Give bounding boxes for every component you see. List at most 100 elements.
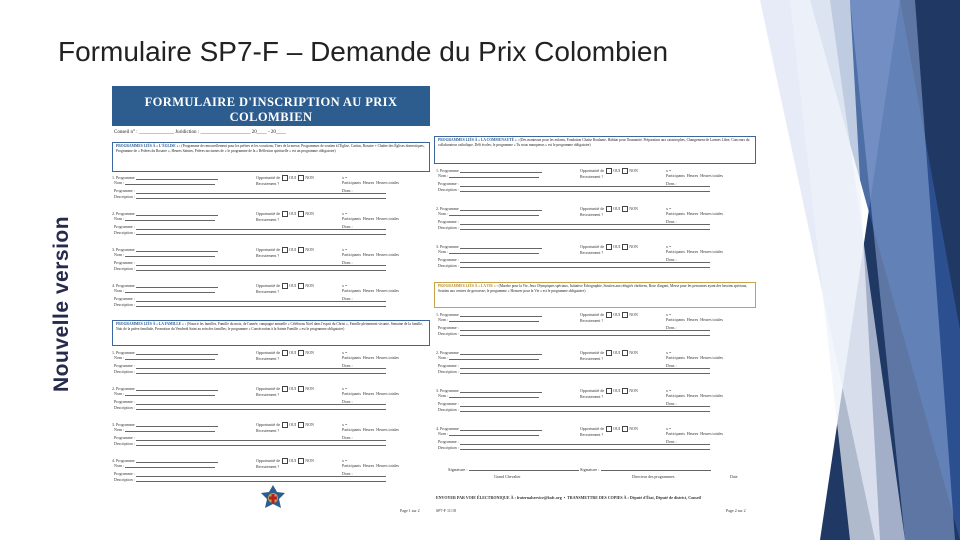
description-input[interactable]: [459, 331, 710, 336]
oui-checkbox[interactable]: [606, 388, 613, 395]
programme-input[interactable]: [459, 426, 542, 432]
nom-input[interactable]: [449, 249, 540, 255]
programme-input[interactable]: [135, 175, 218, 181]
programme2-input[interactable]: [135, 364, 386, 369]
description-input[interactable]: [135, 441, 386, 446]
oui-checkbox[interactable]: [606, 244, 613, 251]
description-input[interactable]: [459, 407, 710, 412]
non-checkbox[interactable]: [298, 247, 305, 254]
programme2-input[interactable]: [135, 400, 386, 405]
nom-input[interactable]: [449, 355, 540, 361]
non-checkbox[interactable]: [298, 422, 305, 429]
entry-programme2-label: Programme :: [114, 260, 135, 266]
programme-input[interactable]: [135, 458, 218, 464]
oui-checkbox[interactable]: [282, 386, 289, 393]
programme2-input[interactable]: [459, 326, 710, 331]
programme-input[interactable]: [459, 244, 542, 250]
programme2-input[interactable]: [135, 261, 386, 266]
nom-input[interactable]: [125, 463, 216, 469]
non-checkbox[interactable]: [622, 206, 629, 213]
oui-checkbox[interactable]: [282, 247, 289, 254]
programme-input[interactable]: [135, 283, 218, 289]
description-input[interactable]: [135, 230, 386, 235]
non-checkbox[interactable]: [298, 175, 305, 182]
nom-input[interactable]: [449, 173, 540, 179]
oui-checkbox[interactable]: [282, 175, 289, 182]
oui-checkbox[interactable]: [282, 283, 289, 290]
oui-checkbox[interactable]: [282, 422, 289, 429]
oui-checkbox[interactable]: [606, 426, 613, 433]
programme2-input[interactable]: [459, 364, 710, 369]
recruitment-question: Opportunité de OUI NON Recrutement ?: [580, 206, 638, 217]
programme-input[interactable]: [459, 350, 542, 356]
oui-label: OUI: [289, 247, 297, 252]
programme-input[interactable]: [135, 422, 218, 428]
entry-description-label: Description :: [438, 186, 459, 192]
programme-input[interactable]: [135, 247, 218, 253]
oui-checkbox[interactable]: [282, 211, 289, 218]
non-checkbox[interactable]: [622, 168, 629, 175]
entry-number: 1.: [112, 350, 115, 355]
entry-nom-label: Nom :: [114, 427, 125, 433]
non-checkbox[interactable]: [298, 386, 305, 393]
nom-input[interactable]: [125, 391, 216, 397]
nom-input[interactable]: [449, 393, 540, 399]
programme2-input[interactable]: [459, 402, 710, 407]
nom-input[interactable]: [125, 180, 216, 186]
nom-input[interactable]: [125, 216, 216, 222]
description-input[interactable]: [459, 263, 710, 268]
nom-input[interactable]: [125, 355, 216, 361]
programme2-input[interactable]: [135, 436, 386, 441]
oui-checkbox[interactable]: [606, 206, 613, 213]
nom-input[interactable]: [449, 211, 540, 217]
non-checkbox[interactable]: [298, 283, 305, 290]
oui-checkbox[interactable]: [606, 168, 613, 175]
description-input[interactable]: [459, 369, 710, 374]
non-checkbox[interactable]: [298, 211, 305, 218]
programme2-input[interactable]: [459, 220, 710, 225]
opportunite-label: Opportunité de: [580, 168, 605, 173]
programme2-input[interactable]: [135, 472, 386, 477]
participants-label: Participants: [666, 249, 685, 255]
programme-input[interactable]: [135, 350, 218, 356]
programme2-input[interactable]: [459, 182, 710, 187]
non-checkbox[interactable]: [298, 458, 305, 465]
nom-input[interactable]: [125, 288, 216, 294]
nom-input[interactable]: [449, 317, 540, 323]
oui-checkbox[interactable]: [606, 312, 613, 319]
description-input[interactable]: [459, 187, 710, 192]
oui-checkbox[interactable]: [606, 350, 613, 357]
programme-input[interactable]: [135, 386, 218, 392]
programme2-input[interactable]: [459, 440, 710, 445]
programme-input[interactable]: [135, 211, 218, 217]
nom-input[interactable]: [125, 252, 216, 258]
nom-input[interactable]: [125, 427, 216, 433]
nom-input[interactable]: [449, 431, 540, 437]
non-checkbox[interactable]: [622, 244, 629, 251]
non-checkbox[interactable]: [298, 350, 305, 357]
programme2-input[interactable]: [135, 297, 386, 302]
programme-input[interactable]: [459, 388, 542, 394]
non-checkbox[interactable]: [622, 312, 629, 319]
non-checkbox[interactable]: [622, 426, 629, 433]
oui-checkbox[interactable]: [282, 458, 289, 465]
non-checkbox[interactable]: [622, 350, 629, 357]
description-input[interactable]: [135, 477, 386, 482]
description-input[interactable]: [135, 369, 386, 374]
programme-input[interactable]: [459, 168, 542, 174]
programme2-input[interactable]: [459, 258, 710, 263]
entry-nom-label: Nom :: [114, 216, 125, 222]
programme-input[interactable]: [459, 206, 542, 212]
programme-input[interactable]: [459, 312, 542, 318]
description-input[interactable]: [135, 266, 386, 271]
programme2-input[interactable]: [135, 225, 386, 230]
oui-checkbox[interactable]: [282, 350, 289, 357]
description-input[interactable]: [135, 405, 386, 410]
description-input[interactable]: [135, 302, 386, 307]
description-input[interactable]: [459, 445, 710, 450]
description-input[interactable]: [135, 194, 386, 199]
recruitment-question: Opportunité de OUI NON Recrutement ?: [256, 350, 314, 361]
description-input[interactable]: [459, 225, 710, 230]
programme2-input[interactable]: [135, 189, 386, 194]
non-checkbox[interactable]: [622, 388, 629, 395]
